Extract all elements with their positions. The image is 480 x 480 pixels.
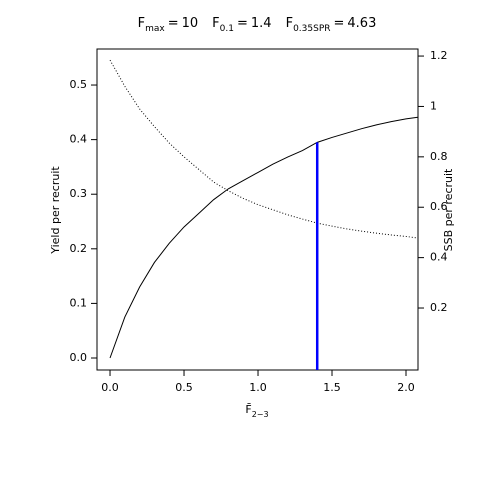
x-tick-label: 0.0 <box>101 381 119 394</box>
title-subscript: 0.35SPR <box>293 24 330 34</box>
x-label-subscript: 2−3 <box>252 410 269 419</box>
title-value: 10 <box>182 16 199 31</box>
title-sign: = <box>334 16 345 31</box>
x-tick-label: 2.0 <box>397 381 415 394</box>
title-symbol: F <box>138 16 145 31</box>
y-tick-label: 0.3 <box>70 187 88 200</box>
title-subscript: max <box>145 24 165 34</box>
series-line <box>109 116 418 359</box>
title-symbol: F <box>286 16 293 31</box>
series-line <box>109 59 418 239</box>
y2-tick-label: 1.2 <box>430 49 448 62</box>
x-tick-label: 1.5 <box>323 381 341 394</box>
x-tick-label: 0.5 <box>175 381 193 394</box>
title-value: 1.4 <box>251 16 272 31</box>
title-symbol: F <box>212 16 219 31</box>
y2-tick-label: 0.6 <box>430 200 448 213</box>
title-sign: = <box>237 16 248 31</box>
x-label-symbol: F̄ <box>245 403 251 416</box>
y2-tick-label: 0.8 <box>430 150 448 163</box>
y-tick-label: 0.0 <box>70 351 88 364</box>
y-tick-label: 0.5 <box>70 78 88 91</box>
y-axis-label: Yield per recruit <box>49 166 62 255</box>
y2-tick-label: 0.2 <box>430 301 448 314</box>
title-subscript: 0.1 <box>220 24 234 34</box>
plot-frame <box>96 48 419 371</box>
y-tick-label: 0.4 <box>70 133 88 146</box>
y2-tick-label: 1 <box>430 99 437 112</box>
y-tick-label: 0.1 <box>70 296 88 309</box>
x-tick-label: 1.0 <box>249 381 267 394</box>
y-tick-label: 0.2 <box>70 242 88 255</box>
chart-title: Fmax = 10 F0.1 = 1.4 F0.35SPR = 4.63 <box>138 16 377 34</box>
x-axis-label: F̄2−3 <box>245 403 268 419</box>
y2-axis-label: SSB per recruit <box>442 168 455 251</box>
title-sign: = <box>168 16 179 31</box>
y2-tick-label: 0.4 <box>430 251 448 264</box>
title-value: 4.63 <box>347 16 376 31</box>
